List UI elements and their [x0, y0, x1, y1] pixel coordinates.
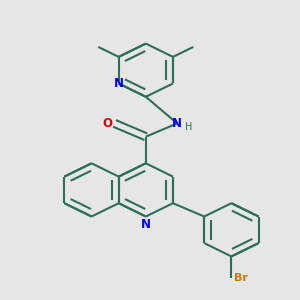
- Text: H: H: [185, 122, 192, 132]
- Text: N: N: [114, 77, 124, 90]
- Text: O: O: [103, 117, 113, 130]
- Text: N: N: [141, 218, 151, 230]
- Text: Br: Br: [234, 273, 248, 283]
- Text: N: N: [172, 117, 182, 130]
